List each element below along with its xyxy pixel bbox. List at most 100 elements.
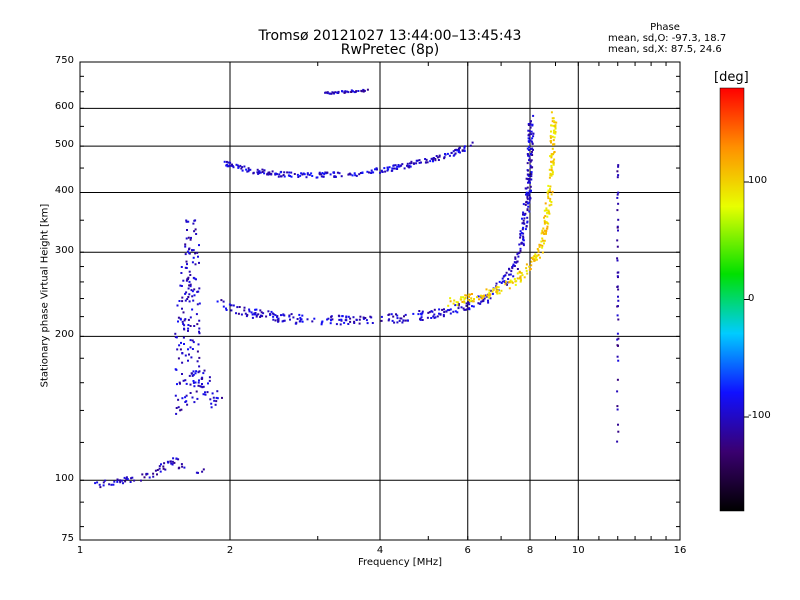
echo-point-series-5 <box>456 149 459 152</box>
echo-point-series-4 <box>552 160 555 163</box>
echo-point-series-2 <box>180 266 183 268</box>
colorbar-tick-label: 0 <box>748 292 755 304</box>
echo-point-series-3 <box>433 308 436 311</box>
echo-point-series-3 <box>466 302 469 305</box>
echo-point-series-5 <box>438 154 441 157</box>
echo-point-series-1 <box>158 467 161 470</box>
echo-point-series-7 <box>617 430 620 433</box>
echo-point-series-4 <box>459 298 462 301</box>
echo-point-series-3 <box>306 318 309 321</box>
echo-point-series-5 <box>290 175 293 178</box>
echo-point-series-2 <box>187 287 190 290</box>
echo-point-series-2 <box>195 313 198 316</box>
echo-point-series-3 <box>225 309 228 311</box>
echo-point-series-4 <box>516 272 519 275</box>
echo-point-series-2 <box>198 261 200 264</box>
echo-point-series-3 <box>528 210 531 213</box>
echo-point-series-4 <box>472 300 475 303</box>
echo-point-series-1 <box>108 483 111 486</box>
echo-point-series-2 <box>176 383 178 386</box>
echo-point-series-4 <box>549 185 552 188</box>
echo-point-series-5 <box>333 175 336 178</box>
echo-point-series-5 <box>384 170 387 173</box>
echo-point-series-3 <box>396 314 399 317</box>
echo-point-series-2 <box>207 382 209 385</box>
echo-point-series-3 <box>527 194 530 197</box>
echo-point-series-2 <box>184 401 187 403</box>
echo-point-series-5 <box>263 172 266 175</box>
echo-point-series-3 <box>238 306 241 308</box>
echo-point-series-3 <box>498 280 501 283</box>
echo-point-series-3 <box>365 319 368 322</box>
echo-point-series-3 <box>526 196 529 199</box>
echo-point-series-4 <box>545 221 548 224</box>
echo-point-series-6 <box>355 90 358 93</box>
echo-point-series-5 <box>297 176 300 178</box>
echo-point-series-4 <box>543 219 546 222</box>
echo-point-series-3 <box>527 169 529 172</box>
echo-point-series-2 <box>176 348 179 351</box>
echo-point-series-7 <box>617 295 619 298</box>
echo-point-series-4 <box>481 297 484 299</box>
echo-point-series-3 <box>359 315 362 318</box>
echo-point-series-3 <box>320 323 323 326</box>
echo-point-series-3 <box>526 220 529 223</box>
echo-point-series-1 <box>160 463 162 466</box>
echo-point-series-3 <box>522 244 525 247</box>
echo-point-series-3 <box>261 315 264 318</box>
echo-point-series-1 <box>183 466 186 469</box>
echo-point-series-2 <box>186 250 189 253</box>
echo-point-series-4 <box>480 297 483 300</box>
echo-point-series-2 <box>197 255 199 258</box>
echo-point-series-3 <box>500 282 503 284</box>
echo-point-series-2 <box>202 385 205 388</box>
echo-point-series-1 <box>158 465 161 468</box>
echo-point-series-3 <box>528 141 531 143</box>
echo-point-series-5 <box>354 174 357 177</box>
echo-point-series-4 <box>495 291 498 293</box>
echo-point-series-1 <box>197 471 199 474</box>
echo-point-series-5 <box>408 164 411 167</box>
echo-point-series-2 <box>197 343 200 346</box>
scatter-points <box>94 88 620 489</box>
echo-point-series-5 <box>358 173 361 176</box>
echo-point-series-2 <box>188 300 191 303</box>
echo-point-series-4 <box>525 263 528 266</box>
echo-point-series-5 <box>418 161 421 164</box>
echo-point-series-4 <box>551 135 554 138</box>
x-tick-label: 1 <box>76 545 84 556</box>
x-tick-label: 4 <box>376 545 384 556</box>
echo-point-series-4 <box>530 264 533 267</box>
echo-point-series-4 <box>535 255 538 258</box>
echo-point-series-3 <box>481 300 484 303</box>
echo-point-series-4 <box>481 295 484 298</box>
echo-point-series-1 <box>152 472 155 475</box>
echo-point-series-4 <box>511 280 513 283</box>
echo-point-series-3 <box>522 213 524 216</box>
echo-point-series-3 <box>519 234 522 237</box>
echo-point-series-6 <box>344 91 347 94</box>
echo-point-series-7 <box>617 299 620 302</box>
echo-point-series-3 <box>528 179 531 182</box>
echo-point-series-2 <box>202 393 205 396</box>
echo-point-series-3 <box>259 309 262 312</box>
echo-point-series-3 <box>530 153 533 155</box>
echo-point-series-2 <box>196 251 199 254</box>
echo-point-series-5 <box>326 171 329 174</box>
echo-point-series-3 <box>443 311 446 313</box>
echo-point-series-4 <box>551 147 554 150</box>
echo-point-series-4 <box>515 280 518 283</box>
echo-point-series-5 <box>256 171 259 174</box>
echo-point-series-5 <box>334 175 337 178</box>
echo-point-series-4 <box>534 257 537 260</box>
echo-point-series-5 <box>432 160 434 163</box>
echo-point-series-5 <box>412 162 415 165</box>
echo-point-series-3 <box>527 202 530 205</box>
echo-point-series-7 <box>616 193 619 196</box>
echo-point-series-2 <box>209 398 212 401</box>
echo-point-series-4 <box>533 255 536 258</box>
echo-point-series-3 <box>289 318 291 321</box>
echo-point-series-4 <box>511 281 514 284</box>
echo-point-series-6 <box>346 90 349 93</box>
echo-point-series-2 <box>178 381 181 384</box>
